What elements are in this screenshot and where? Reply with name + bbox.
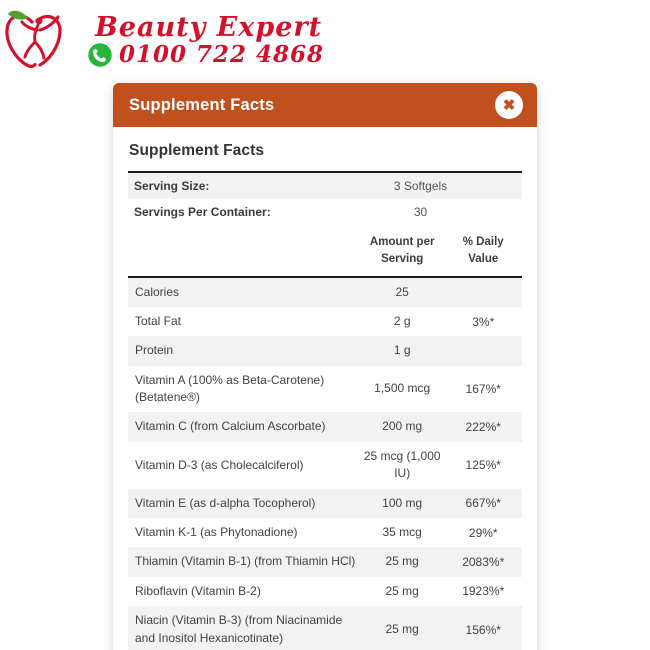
modal-title: Supplement Facts: [129, 95, 275, 114]
nutrient-name: Vitamin E (as d-alpha Tocopherol): [135, 495, 316, 510]
table-row: Thiamin (Vitamin B-1) (from Thiamin HCl)…: [128, 547, 522, 577]
nutrient-amount: 25 mcg (1,000 IU): [363, 448, 441, 481]
nutrient-daily-value: 222%*: [465, 420, 501, 435]
serving-info-label: Serving Size:: [134, 179, 210, 193]
nutrient-name: Vitamin C (from Calcium Ascorbate): [135, 419, 326, 434]
nutrient-amount: 25 mg: [385, 621, 419, 636]
close-button[interactable]: ✖: [495, 91, 523, 119]
serving-info-table: Serving Size: 3 Softgels Servings Per Co…: [128, 171, 522, 225]
nutrient-amount: 25: [395, 284, 409, 299]
nutrient-amount: 100 mg: [382, 495, 423, 510]
nutrient-amount: 1 g: [393, 343, 411, 358]
phone-row: 0100 722 4868: [87, 41, 324, 68]
nutrient-daily-value: 3%*: [472, 314, 495, 329]
nutrient-name: Protein: [135, 343, 174, 358]
nutrient-daily-value: 167%*: [465, 382, 501, 397]
nutrient-amount: 2 g: [393, 313, 411, 328]
table-row: Total Fat 2 g 3%*: [128, 307, 522, 336]
nutrient-name: Vitamin D-3 (as Cholecalciferol): [135, 457, 304, 472]
nutrient-amount: 25 mg: [385, 554, 419, 569]
nutrient-daily-value: 29%*: [468, 525, 498, 540]
serving-info-row: Serving Size: 3 Softgels: [128, 173, 522, 199]
serving-info-label: Servings Per Container:: [134, 205, 271, 219]
table-row: Protein 1 g: [128, 336, 522, 366]
nutrient-amount: 25 mg: [385, 583, 419, 598]
serving-info-value: 30: [413, 205, 428, 219]
nutrient-amount: 200 mg: [382, 419, 423, 434]
nutrient-daily-value: 2083%*: [462, 555, 505, 570]
nutrient-name: Niacin (Vitamin B-3) (from Niacinamide a…: [135, 613, 343, 645]
modal-body: Supplement Facts Serving Size: 3 Softgel…: [113, 127, 537, 650]
nutrient-daily-value: 1923%*: [462, 584, 505, 599]
nutrient-name: Vitamin K-1 (as Phytonadione): [135, 525, 298, 540]
table-row: Vitamin E (as d-alpha Tocopherol) 100 mg…: [128, 488, 522, 519]
nutrient-daily-value: 125%*: [465, 458, 501, 473]
serving-info-value: 3 Softgels: [393, 179, 448, 193]
nutrient-daily-value: 156%*: [465, 622, 501, 637]
nutrient-name: Calories: [135, 284, 180, 299]
nutrient-name: Riboflavin (Vitamin B-2): [135, 583, 261, 598]
nutrient-amount: 1,500 mcg: [374, 381, 431, 396]
brand-name: Beauty Expert: [95, 12, 323, 43]
nutrient-amount: 35 mcg: [382, 525, 422, 540]
serving-info-row: Servings Per Container: 30: [128, 199, 522, 225]
modal-header: Supplement Facts ✖: [113, 83, 537, 127]
table-row: Vitamin D-3 (as Cholecalciferol) 25 mcg …: [128, 442, 522, 489]
close-x-icon: ✖: [502, 96, 516, 114]
nutrient-daily-value: 667%*: [465, 496, 501, 511]
column-header-amount: Amount per Serving: [369, 236, 435, 266]
table-row: Vitamin C (from Calcium Ascorbate) 200 m…: [128, 412, 522, 442]
supplement-facts-modal: Supplement Facts ✖ Supplement Facts Serv…: [113, 83, 537, 650]
nutrient-name: Vitamin A (100% as Beta-Carotene) (Betat…: [135, 372, 325, 405]
table-row: Riboflavin (Vitamin B-2) 25 mg 1923%*: [128, 577, 522, 606]
whatsapp-icon: [87, 41, 113, 68]
column-header-daily-value: % Daily Value: [462, 236, 504, 266]
table-row: Vitamin A (100% as Beta-Carotene) (Betat…: [128, 366, 522, 413]
nutrient-rows: Calories 25 Total Fat 2 g 3%* Protein 1 …: [128, 275, 522, 650]
nutrient-name: Thiamin (Vitamin B-1) (from Thiamin HCl): [135, 554, 356, 569]
nutrient-name: Total Fat: [135, 313, 182, 328]
table-row: Niacin (Vitamin B-3) (from Niacinamide a…: [128, 606, 522, 650]
phone-number: 0100 722 4868: [119, 41, 325, 68]
table-row: Calories 25: [128, 277, 522, 307]
apple-dancer-logo-icon: [4, 6, 64, 75]
site-header: Beauty Expert 0100 722 4868: [2, 4, 402, 76]
column-header-spacer: [132, 234, 356, 269]
table-row: Vitamin K-1 (as Phytonadione) 35 mcg 29%…: [128, 518, 522, 547]
column-headers: Amount per Serving % Daily Value: [128, 225, 522, 276]
panel-title: Supplement Facts: [129, 142, 265, 159]
